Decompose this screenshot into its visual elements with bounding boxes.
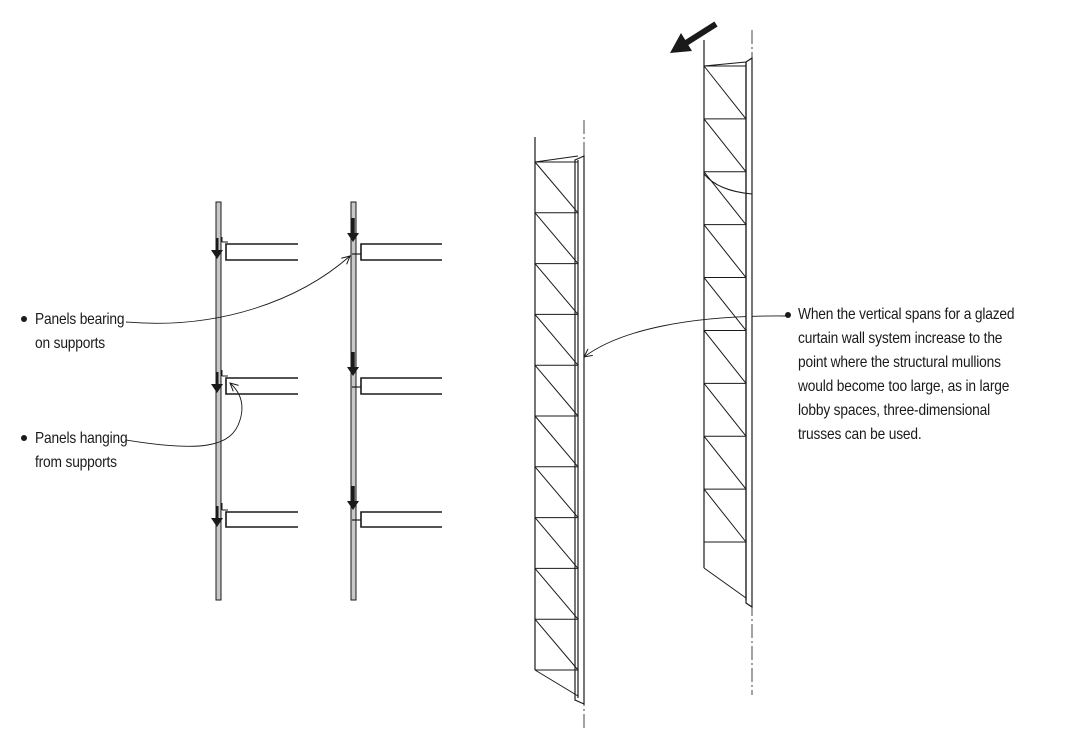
- truss-diagonal: [534, 161, 579, 214]
- bearing-panel-slab-3: [352, 511, 442, 528]
- hanging-label-line-1: Panels hanging: [35, 430, 128, 447]
- truss-diagonal: [534, 568, 579, 620]
- truss-diagonal: [703, 383, 747, 437]
- hanging-panel-slab-3: [221, 503, 298, 528]
- support-column: [215, 201, 222, 601]
- bearing-label-line-1: Panels bearing: [35, 311, 125, 328]
- truss-description-line-3: point where the structural mullions: [798, 354, 1001, 371]
- truss-diagonal: [534, 314, 579, 366]
- truss-top-cap: [703, 61, 747, 67]
- truss-diagonal: [534, 466, 579, 518]
- hanging-label-line-2: from supports: [35, 454, 117, 471]
- mullion-section: [745, 56, 753, 609]
- truss-elevation-2: [703, 30, 753, 695]
- down-arrow-icon: [211, 372, 223, 393]
- truss-diagonal: [703, 118, 747, 173]
- hanging-label: Panels hanging from supports: [35, 427, 128, 475]
- truss-diagonal: [534, 364, 579, 417]
- truss-description-line-5: lobby spaces, three-dimensional: [798, 402, 991, 419]
- bearing-panel-slab-2: [352, 377, 442, 395]
- truss-diagonal: [534, 212, 579, 264]
- truss-diagonal: [703, 488, 747, 543]
- truss-diagonal: [703, 435, 747, 490]
- truss-diagonal: [703, 330, 747, 384]
- bearing-label-line-2: on supports: [35, 335, 106, 352]
- truss-description-line-2: curtain wall system increase to the: [798, 330, 1003, 347]
- truss-diagonal: [703, 65, 747, 120]
- bearing-panel-column: [347, 201, 442, 601]
- down-arrow-icon: [211, 506, 223, 527]
- truss-description-line-6: trusses can be used.: [798, 426, 922, 443]
- load-arrow-icon: [670, 21, 718, 53]
- down-arrow-icon: [211, 238, 223, 259]
- bullet-icon: [21, 435, 27, 441]
- hanging-panel-slab-2: [221, 370, 298, 395]
- truss-leader-line: [584, 315, 787, 357]
- truss-diagonal: [534, 415, 579, 468]
- down-arrow-icon: [347, 218, 359, 242]
- truss-diagonal: [534, 517, 579, 569]
- truss-bottom-cap: [703, 567, 747, 599]
- hanging-panel-slab-1: [221, 237, 298, 261]
- truss-elevation-1: [534, 120, 585, 728]
- truss-description-line-1: When the vertical spans for a glazed: [798, 306, 1015, 323]
- truss-diagonal: [534, 618, 579, 671]
- bearing-leader-line: [125, 256, 350, 324]
- down-arrow-icon: [347, 486, 359, 510]
- hanging-panel-column: [211, 201, 298, 601]
- truss-diagonal: [703, 277, 747, 331]
- truss-diagonal: [534, 263, 579, 315]
- truss-description-line-4: would become too large, as in large: [798, 378, 1010, 395]
- down-arrow-icon: [347, 352, 359, 376]
- truss-web: [534, 155, 579, 697]
- mullion-section: [574, 155, 585, 705]
- truss-description: When the vertical spans for a glazed cur…: [798, 303, 1015, 447]
- bearing-label: Panels bearing on supports: [35, 308, 125, 356]
- bullet-icon: [785, 312, 791, 318]
- truss-top-cap: [534, 155, 579, 163]
- truss-bottom-cap: [534, 669, 579, 697]
- support-column: [350, 201, 357, 601]
- hanging-leader-line: [125, 383, 243, 447]
- cut-line: [703, 173, 753, 195]
- bearing-panel-slab-1: [352, 243, 442, 261]
- truss-web: [703, 61, 747, 599]
- truss-diagonal: [703, 224, 747, 278]
- bullet-icon: [21, 316, 27, 322]
